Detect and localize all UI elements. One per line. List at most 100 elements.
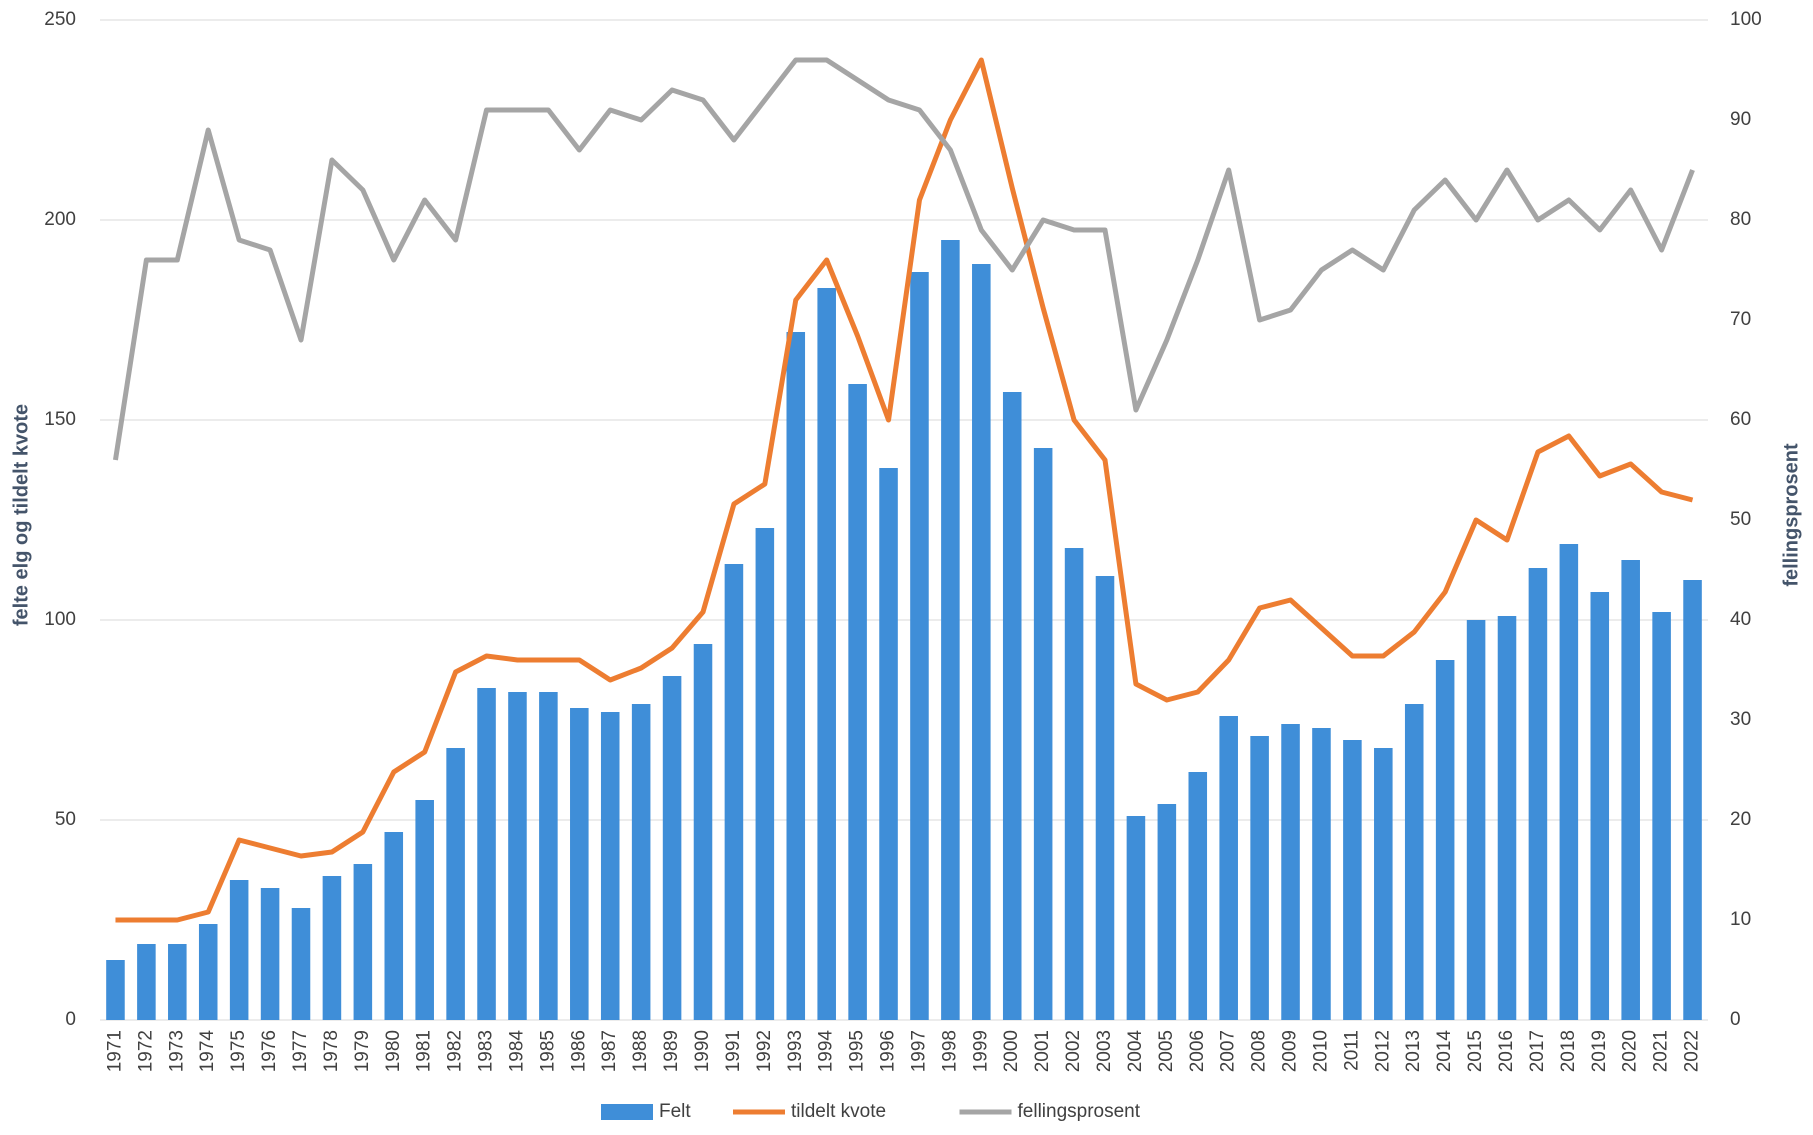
bar — [1281, 724, 1300, 1020]
x-tick-label: 1985 — [537, 1030, 558, 1072]
x-tick-label: 1996 — [878, 1030, 899, 1072]
x-tick-label: 1974 — [197, 1030, 218, 1073]
bar — [1095, 576, 1115, 1020]
bar — [879, 468, 898, 1020]
x-tick-label: 2017 — [1527, 1030, 1548, 1072]
y2-axis-title: fellingsprosent — [1780, 443, 1802, 587]
x-tick-label: 1972 — [135, 1030, 156, 1072]
bar — [539, 692, 558, 1020]
x-tick-label: 2009 — [1280, 1030, 1301, 1072]
x-tick-label: 2003 — [1094, 1030, 1115, 1072]
bar — [508, 692, 527, 1020]
bar — [1064, 548, 1084, 1020]
legend-label: fellingsprosent — [1018, 1101, 1141, 1122]
bar — [910, 272, 929, 1020]
bar — [786, 332, 806, 1020]
x-tick-label: 1979 — [352, 1030, 373, 1072]
y2-tick-label: 10 — [1730, 909, 1751, 930]
bar — [600, 712, 620, 1020]
bar — [1621, 560, 1640, 1020]
bar — [106, 960, 125, 1020]
bar — [1497, 616, 1517, 1020]
y-tick-label: 100 — [44, 609, 76, 630]
bar — [137, 944, 156, 1020]
bar — [415, 800, 434, 1020]
bar — [1157, 804, 1177, 1020]
y2-tick-label: 50 — [1730, 509, 1751, 530]
bar — [941, 240, 960, 1020]
x-tick-label: 1983 — [476, 1030, 497, 1072]
bar — [1002, 392, 1022, 1020]
line — [112, 57, 1695, 461]
bar — [662, 676, 682, 1020]
x-tick-label: 2014 — [1434, 1030, 1455, 1073]
bar — [1033, 448, 1053, 1020]
y2-tick-label: 0 — [1730, 1009, 1741, 1030]
bar — [291, 908, 311, 1020]
x-tick-label: 1998 — [939, 1030, 960, 1072]
y2-tick-label: 80 — [1730, 209, 1751, 230]
x-tick-label: 2002 — [1063, 1030, 1084, 1072]
x-tick-label: 2020 — [1620, 1030, 1641, 1072]
x-tick-label: 2001 — [1032, 1030, 1053, 1072]
x-tick-label: 1989 — [661, 1030, 682, 1072]
y2-tick-label: 60 — [1730, 409, 1751, 430]
x-tick-label: 1990 — [692, 1030, 713, 1072]
bar — [1683, 580, 1702, 1020]
x-tick-label: 1993 — [785, 1030, 806, 1072]
bar — [1250, 736, 1269, 1020]
bar — [1188, 772, 1208, 1020]
x-tick-label: 1984 — [506, 1030, 527, 1073]
bar — [1219, 716, 1238, 1020]
x-tick-label: 2010 — [1310, 1030, 1331, 1072]
x-tick-label: 1975 — [228, 1030, 249, 1072]
bar — [1590, 592, 1610, 1020]
bar — [168, 944, 187, 1020]
bar — [755, 528, 775, 1020]
bar — [229, 880, 249, 1020]
x-tick-label: 2000 — [1001, 1030, 1022, 1072]
x-tick-label: 2016 — [1496, 1030, 1517, 1072]
y-tick-label: 50 — [55, 809, 76, 830]
x-tick-label: 1992 — [754, 1030, 775, 1072]
bar — [817, 288, 836, 1020]
bar — [693, 644, 713, 1020]
x-tick-label: 2004 — [1125, 1030, 1146, 1073]
x-tick-label: 1986 — [568, 1030, 589, 1072]
bar — [724, 564, 744, 1020]
x-tick-label: 1987 — [599, 1030, 620, 1072]
x-tick-label: 2022 — [1682, 1030, 1703, 1072]
x-tick-label: 2012 — [1372, 1030, 1393, 1072]
x-tick-label: 2011 — [1341, 1030, 1362, 1071]
x-tick-label: 2018 — [1558, 1030, 1579, 1072]
legend-label: Felt — [659, 1101, 691, 1122]
bar — [322, 876, 342, 1020]
y2-tick-label: 30 — [1730, 709, 1751, 730]
legend-label: tildelt kvote — [791, 1101, 886, 1122]
x-tick-label: 2006 — [1187, 1030, 1208, 1072]
y2-tick-label: 40 — [1730, 609, 1751, 630]
x-tick-label: 1978 — [321, 1030, 342, 1072]
x-tick-label: 1988 — [630, 1030, 651, 1072]
x-tick-label: 2005 — [1156, 1030, 1177, 1072]
x-tick-label: 1995 — [847, 1030, 868, 1072]
bar — [446, 748, 465, 1020]
bar — [1312, 728, 1331, 1020]
bar — [972, 264, 991, 1020]
x-tick-label: 1999 — [970, 1030, 991, 1072]
bar — [1559, 544, 1579, 1020]
bar — [1652, 612, 1671, 1020]
x-tick-label: 1973 — [166, 1030, 187, 1072]
bar — [1126, 816, 1146, 1020]
y-tick-label: 200 — [44, 209, 76, 230]
bar — [570, 708, 589, 1020]
bar — [1466, 620, 1486, 1020]
x-tick-label: 1971 — [104, 1030, 125, 1072]
line — [115, 57, 1694, 923]
y2-tick-label: 90 — [1730, 109, 1751, 130]
bar — [1374, 748, 1393, 1020]
bar — [631, 704, 651, 1020]
bar — [353, 864, 373, 1020]
bar — [198, 924, 218, 1020]
